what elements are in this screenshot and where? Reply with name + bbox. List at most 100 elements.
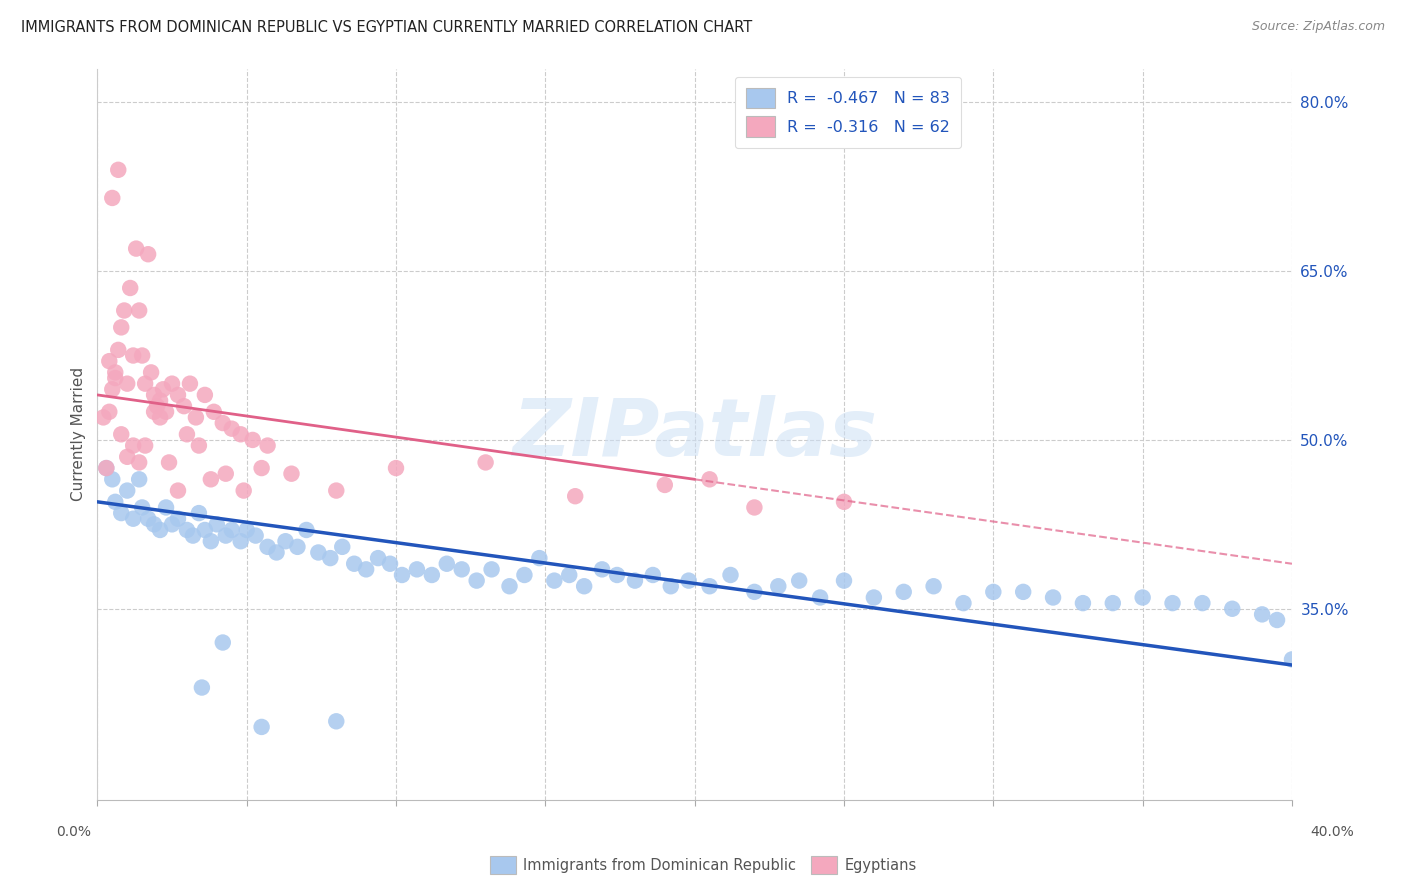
Point: [160, 376, 183, 391]
Point: [1101, 596, 1123, 610]
Point: [115, 483, 138, 498]
Point: [155, 500, 177, 515]
Point: [176, 427, 198, 442]
Point: [1265, 613, 1288, 627]
Point: [200, 472, 222, 486]
Point: [319, 551, 342, 566]
Point: [179, 376, 201, 391]
Point: [110, 506, 132, 520]
Y-axis label: Currently Married: Currently Married: [72, 368, 86, 501]
Point: [211, 635, 233, 649]
Point: [173, 399, 195, 413]
Point: [274, 534, 297, 549]
Point: [98, 405, 121, 419]
Point: [436, 557, 458, 571]
Point: [1281, 652, 1303, 666]
Point: [122, 349, 145, 363]
Point: [176, 523, 198, 537]
Point: [564, 489, 586, 503]
Text: Source: ZipAtlas.com: Source: ZipAtlas.com: [1251, 20, 1385, 33]
Point: [96, 461, 118, 475]
Point: [155, 405, 177, 419]
Point: [101, 191, 124, 205]
Point: [385, 461, 408, 475]
Point: [115, 376, 138, 391]
Point: [187, 506, 209, 520]
Point: [184, 410, 207, 425]
Point: [91, 410, 114, 425]
Point: [558, 568, 581, 582]
Point: [104, 365, 127, 379]
Point: [104, 495, 127, 509]
Point: [287, 540, 309, 554]
Point: [893, 585, 915, 599]
Point: [110, 320, 132, 334]
Point: [136, 247, 159, 261]
Point: [256, 540, 278, 554]
Point: [107, 162, 129, 177]
Point: [1071, 596, 1094, 610]
Point: [354, 562, 377, 576]
Point: [832, 574, 855, 588]
Point: [136, 512, 159, 526]
Point: [205, 517, 228, 532]
Point: [325, 714, 347, 729]
Point: [98, 354, 121, 368]
Point: [280, 467, 302, 481]
Point: [167, 388, 190, 402]
Point: [572, 579, 595, 593]
Point: [101, 382, 124, 396]
Point: [167, 483, 190, 498]
Point: [242, 433, 264, 447]
Point: [181, 528, 204, 542]
Point: [922, 579, 945, 593]
Point: [498, 579, 520, 593]
Point: [591, 562, 613, 576]
Point: [211, 416, 233, 430]
Point: [131, 349, 153, 363]
Point: [221, 523, 243, 537]
Point: [325, 483, 347, 498]
Point: [768, 579, 790, 593]
Point: [808, 591, 831, 605]
Point: [481, 562, 503, 576]
Point: [202, 405, 225, 419]
Point: [1251, 607, 1274, 622]
Point: [120, 281, 142, 295]
Point: [367, 551, 389, 566]
Point: [450, 562, 472, 576]
Point: [143, 405, 166, 419]
Point: [221, 422, 243, 436]
Point: [513, 568, 536, 582]
Text: 40.0%: 40.0%: [1310, 825, 1354, 839]
Point: [343, 557, 366, 571]
Text: IMMIGRANTS FROM DOMINICAN REPUBLIC VS EGYPTIAN CURRENTLY MARRIED CORRELATION CHA: IMMIGRANTS FROM DOMINICAN REPUBLIC VS EG…: [21, 20, 752, 35]
Point: [1042, 591, 1064, 605]
Point: [250, 720, 273, 734]
Point: [420, 568, 443, 582]
Point: [952, 596, 974, 610]
Point: [699, 579, 721, 593]
Point: [981, 585, 1004, 599]
Point: [143, 517, 166, 532]
Point: [543, 574, 565, 588]
Point: [200, 534, 222, 549]
Legend: Immigrants from Dominican Republic, Egyptians: Immigrants from Dominican Republic, Egyp…: [484, 850, 922, 880]
Point: [529, 551, 551, 566]
Point: [149, 410, 172, 425]
Point: [131, 500, 153, 515]
Point: [641, 568, 664, 582]
Point: [1161, 596, 1184, 610]
Point: [229, 427, 252, 442]
Point: [744, 585, 766, 599]
Point: [134, 376, 156, 391]
Point: [678, 574, 700, 588]
Point: [256, 439, 278, 453]
Point: [378, 557, 401, 571]
Point: [391, 568, 413, 582]
Point: [122, 512, 145, 526]
Point: [330, 540, 353, 554]
Point: [1220, 601, 1243, 615]
Point: [194, 523, 217, 537]
Point: [659, 579, 682, 593]
